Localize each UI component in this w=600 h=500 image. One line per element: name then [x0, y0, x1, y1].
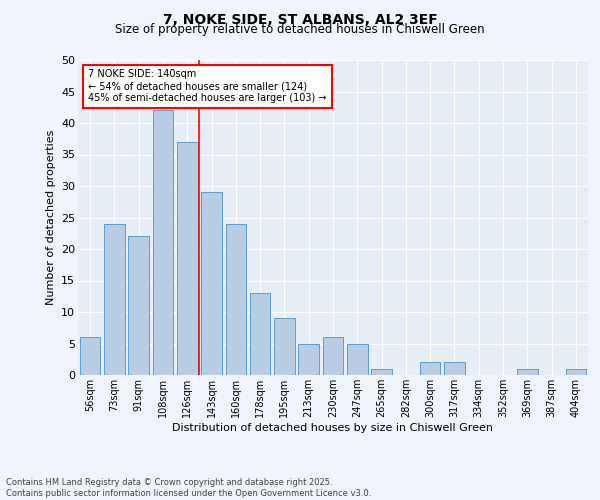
Text: 7, NOKE SIDE, ST ALBANS, AL2 3EF: 7, NOKE SIDE, ST ALBANS, AL2 3EF: [163, 12, 437, 26]
Bar: [347, 344, 368, 375]
Text: Size of property relative to detached houses in Chiswell Green: Size of property relative to detached ho…: [115, 22, 485, 36]
Bar: [444, 362, 465, 375]
Bar: [104, 224, 125, 375]
Bar: [517, 368, 538, 375]
Text: Contains HM Land Registry data © Crown copyright and database right 2025.
Contai: Contains HM Land Registry data © Crown c…: [6, 478, 371, 498]
Bar: [420, 362, 440, 375]
Y-axis label: Number of detached properties: Number of detached properties: [46, 130, 56, 305]
Bar: [274, 318, 295, 375]
Bar: [371, 368, 392, 375]
Text: 7 NOKE SIDE: 140sqm
← 54% of detached houses are smaller (124)
45% of semi-detac: 7 NOKE SIDE: 140sqm ← 54% of detached ho…: [88, 70, 326, 102]
Bar: [250, 293, 271, 375]
Bar: [226, 224, 246, 375]
Bar: [177, 142, 197, 375]
Bar: [201, 192, 222, 375]
X-axis label: Distribution of detached houses by size in Chiswell Green: Distribution of detached houses by size …: [173, 422, 493, 432]
Bar: [566, 368, 586, 375]
Bar: [152, 110, 173, 375]
Bar: [128, 236, 149, 375]
Bar: [323, 337, 343, 375]
Bar: [298, 344, 319, 375]
Bar: [80, 337, 100, 375]
